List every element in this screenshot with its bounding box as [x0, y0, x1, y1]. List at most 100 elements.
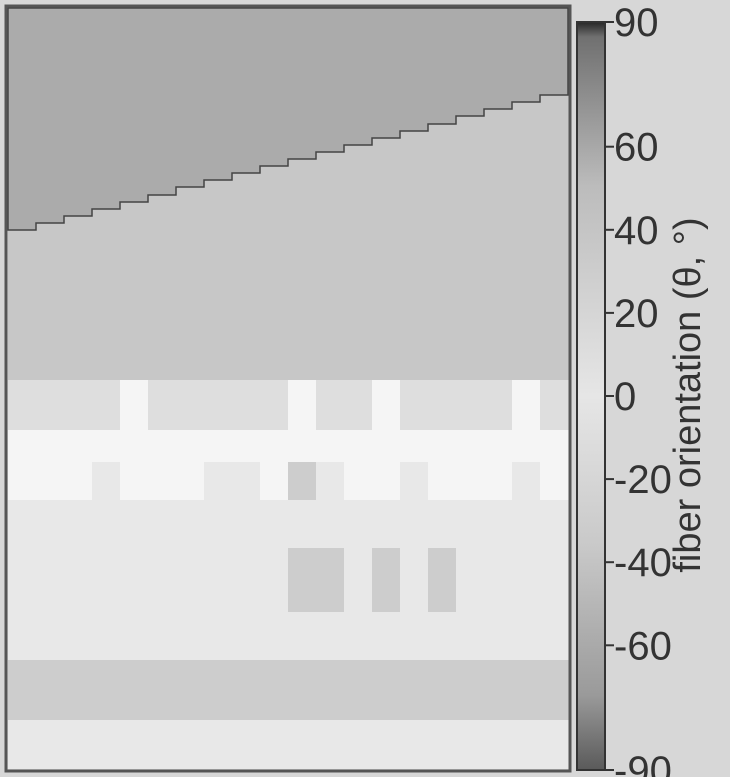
colorbar-tick-label: -60: [614, 624, 672, 668]
heatmap-cell: [288, 612, 317, 660]
heatmap-cell: [316, 612, 345, 660]
heatmap-cell: [232, 380, 261, 430]
heatmap-cell: [64, 720, 93, 769]
colorbar-tick-label: 0: [614, 375, 636, 419]
heatmap-cell: [92, 380, 121, 430]
heatmap-cell: [456, 430, 485, 462]
heatmap-cell: [400, 380, 429, 430]
heatmap-cell: [232, 720, 261, 769]
heatmap-cell: [456, 500, 485, 548]
colorbar-ticks: 90 60 40 20 0 -20 -40 -60 -90: [605, 1, 672, 777]
heatmap-cell: [344, 612, 373, 660]
heatmap-cell: [64, 660, 93, 720]
heatmap-cell: [316, 430, 345, 462]
heatmap-cell: [8, 462, 37, 500]
heatmap-cell: [400, 548, 429, 612]
heatmap-cell: [92, 612, 121, 660]
heatmap-cell: [428, 462, 457, 500]
heatmap-cell: [288, 548, 317, 612]
heatmap-cell: [540, 660, 569, 720]
heatmap-cell: [428, 548, 457, 612]
heatmap-cell: [512, 380, 541, 430]
heatmap-cell: [260, 380, 289, 430]
heatmap-cell: [456, 720, 485, 769]
heatmap-cell: [540, 500, 569, 548]
heatmap-cell: [456, 462, 485, 500]
heatmap-cell: [484, 720, 513, 769]
colorbar-tick-label: -90: [614, 749, 672, 777]
heatmap-cell: [204, 462, 233, 500]
heatmap-cell: [344, 720, 373, 769]
heatmap-cell: [64, 548, 93, 612]
heatmap-cell: [316, 380, 345, 430]
heatmap-cell: [148, 500, 177, 548]
heatmap-cell: [372, 660, 401, 720]
heatmap-cell: [204, 548, 233, 612]
heatmap-cell: [64, 462, 93, 500]
heatmap-cell: [512, 462, 541, 500]
heatmap-cell: [8, 380, 37, 430]
heatmap-cell: [372, 612, 401, 660]
colorbar-tick-label: 20: [614, 292, 659, 336]
heatmap-cell: [176, 548, 205, 612]
heatmap-cell: [344, 462, 373, 500]
heatmap-cell: [148, 548, 177, 612]
heatmap-cell: [512, 500, 541, 548]
heatmap-cell: [64, 500, 93, 548]
heatmap-cell: [176, 430, 205, 462]
heatmap-cell: [456, 660, 485, 720]
heatmap-cell: [540, 612, 569, 660]
heatmap-cell: [260, 612, 289, 660]
heatmap-cell: [120, 462, 149, 500]
heatmap-cell: [428, 612, 457, 660]
heatmap-cell: [8, 660, 37, 720]
heatmap-cell: [344, 380, 373, 430]
heatmap-cell: [176, 720, 205, 769]
heatmap-cell: [316, 660, 345, 720]
heatmap-cell: [316, 500, 345, 548]
heatmap-cell: [176, 612, 205, 660]
heatmap-cell: [120, 500, 149, 548]
colorbar-tick-label: 90: [614, 1, 659, 45]
heatmap-cell: [372, 380, 401, 430]
heatmap-cell: [36, 380, 65, 430]
heatmap-cell: [176, 380, 205, 430]
orientation-boundary: [7, 7, 569, 231]
heatmap-cell: [484, 380, 513, 430]
heatmap-cell: [540, 430, 569, 462]
heatmap-cell: [344, 500, 373, 548]
heatmap-cell: [512, 720, 541, 769]
heatmap-cell: [428, 430, 457, 462]
colorbar-tick-label: 60: [614, 126, 659, 170]
heatmap-cell: [316, 720, 345, 769]
heatmap-cell: [512, 548, 541, 612]
heatmap-cell: [400, 660, 429, 720]
heatmap-cell: [148, 430, 177, 462]
heatmap-cell: [176, 660, 205, 720]
heatmap-cell: [148, 612, 177, 660]
heatmap-cell: [428, 380, 457, 430]
heatmap-cell: [120, 430, 149, 462]
heatmap-cell: [484, 430, 513, 462]
heatmap-cell: [36, 720, 65, 769]
heatmap-cell: [204, 660, 233, 720]
heatmap-cell: [36, 660, 65, 720]
colorbar-tick-label: -20: [614, 458, 672, 502]
heatmap-cell: [204, 430, 233, 462]
heatmap-cell: [120, 660, 149, 720]
heatmap-cell: [428, 500, 457, 548]
heatmap-cell: [540, 720, 569, 769]
heatmap-cell: [148, 380, 177, 430]
heatmap-cell: [484, 462, 513, 500]
heatmap-cell: [288, 430, 317, 462]
colorbar: [576, 21, 606, 771]
heatmap-cell: [288, 462, 317, 500]
heatmap-cell: [92, 660, 121, 720]
heatmap-cell: [484, 612, 513, 660]
heatmap-cell: [540, 380, 569, 430]
heatmap-cell: [64, 430, 93, 462]
heatmap-cell: [204, 500, 233, 548]
heatmap-cell: [64, 380, 93, 430]
